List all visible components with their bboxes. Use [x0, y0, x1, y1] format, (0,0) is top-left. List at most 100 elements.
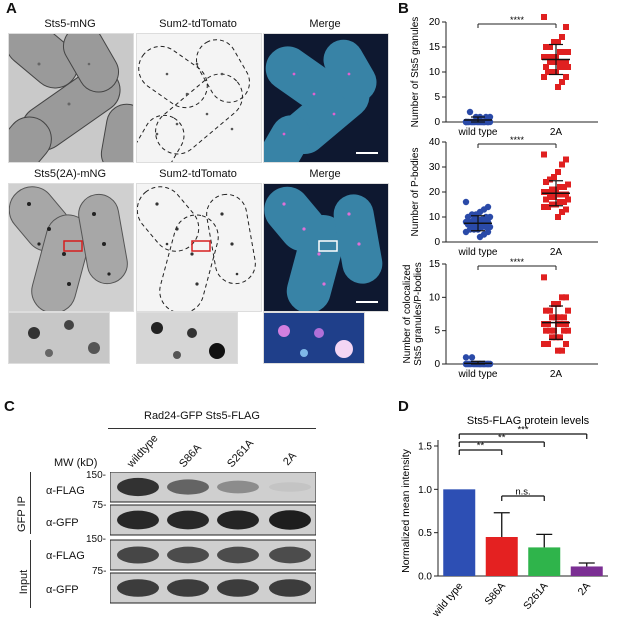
data-point	[551, 301, 557, 307]
blot-band	[167, 510, 209, 530]
data-point	[555, 191, 561, 198]
data-point	[545, 341, 551, 347]
x-tick-label: wild type	[458, 247, 498, 258]
blot-header: Rad24-GFP Sts5-FLAG	[144, 410, 260, 422]
data-point	[559, 321, 565, 327]
data-point	[541, 274, 547, 281]
x-tick-label: wild type	[429, 580, 465, 620]
chart-title: Sts5-FLAG protein levels	[467, 415, 590, 427]
y-tick-label: 1.0	[418, 485, 432, 496]
data-point	[555, 59, 561, 65]
panel-label-a: A	[6, 0, 17, 17]
section-bracket-input	[30, 540, 31, 608]
data-point	[462, 198, 470, 206]
data-point	[547, 44, 553, 50]
mic-title-merge: Merge	[309, 18, 341, 30]
panel-b-dotplots: 0 5 10 15 20 Number of Sts5 granules wild type…	[402, 14, 598, 380]
data-point	[547, 194, 553, 200]
micrograph-sts5-mng	[8, 33, 134, 163]
data-point	[555, 214, 561, 220]
blot-image	[110, 472, 316, 604]
antibody-row3: α-FLAG	[46, 550, 85, 562]
dotplot-1: 0 5 10 15 20 Number of Sts5 granules wild type…	[410, 14, 598, 138]
blot-band	[269, 546, 311, 564]
scale-bar	[356, 152, 378, 154]
blot-row-2	[110, 504, 316, 536]
y-axis-label: Normalized mean intensity	[400, 448, 412, 572]
mw-150-row1: 150-	[86, 470, 107, 481]
data-point	[561, 184, 567, 190]
comparison-label: **	[498, 433, 506, 444]
panel-label-b: B	[398, 0, 409, 17]
y-tick-label: 5	[434, 92, 440, 103]
data-point	[563, 74, 569, 80]
bar-2a	[570, 566, 603, 576]
data-point	[541, 321, 547, 327]
blot-row-4	[110, 572, 316, 604]
blot-band	[117, 579, 159, 597]
data-point	[557, 64, 563, 70]
data-point	[551, 194, 557, 200]
blot-band	[217, 480, 259, 494]
blot-band	[217, 510, 259, 530]
data-point	[559, 294, 565, 301]
data-point	[547, 307, 553, 314]
bar-s261a	[528, 547, 561, 576]
blot-band	[269, 579, 311, 597]
blot-band	[167, 579, 209, 597]
data-point	[555, 321, 561, 327]
data-point	[565, 327, 571, 334]
data-point	[541, 54, 547, 60]
data-point	[547, 176, 553, 183]
mic-title-sum2-row2: Sum2-tdTomato	[159, 168, 237, 180]
x-tick-label: S86A	[482, 580, 508, 607]
antibody-row1: α-FLAG	[46, 485, 85, 497]
data-point	[549, 54, 555, 60]
antibody-row2: α-GFP	[46, 517, 79, 529]
data-point	[543, 327, 549, 334]
data-point	[563, 206, 569, 213]
mic-title-sts5-2a: Sts5(2A)-mNG	[33, 168, 107, 180]
x-tick-label: 2A	[576, 580, 593, 598]
data-point	[543, 307, 549, 314]
data-point	[557, 184, 563, 190]
mw-75-row2: 75-	[92, 500, 107, 511]
micrograph-sum2-tdtomato	[136, 33, 262, 163]
data-point	[555, 39, 561, 45]
section-input: Input	[18, 569, 30, 595]
data-point	[557, 314, 563, 321]
data-point	[551, 174, 557, 180]
data-point	[549, 314, 555, 321]
panel-label-c: C	[4, 398, 15, 415]
x-tick-label: S261A	[521, 580, 550, 612]
data-point	[559, 191, 565, 198]
x-tick-label: 2A	[550, 127, 563, 138]
data-point	[561, 199, 567, 205]
y-tick-label: 10	[429, 212, 441, 223]
blot-band	[167, 546, 209, 564]
y-tick-label: 40	[429, 137, 441, 148]
y-tick-label: 10	[429, 67, 441, 78]
blot-band	[117, 510, 159, 530]
header-rule	[108, 428, 316, 429]
blot-band	[217, 546, 259, 564]
bar-wild-type	[443, 489, 476, 576]
mic-title-merge-row2: Merge	[309, 168, 341, 180]
y-tick-label: 20	[429, 187, 441, 198]
lane-label-s261a: S261A	[225, 437, 257, 470]
data-point	[555, 84, 561, 90]
data-point	[551, 59, 557, 65]
data-point	[561, 64, 567, 70]
y-tick-label: 10	[429, 292, 441, 303]
data-point	[462, 228, 470, 236]
y-tick-label: 0.0	[418, 572, 432, 583]
zoom-merge	[263, 312, 365, 364]
data-point	[565, 307, 571, 314]
data-point	[563, 59, 569, 65]
section-gfp-ip: GFP IP	[16, 496, 28, 532]
mw-label: MW (kD)	[54, 457, 98, 469]
data-point	[482, 113, 490, 121]
data-point	[466, 108, 474, 116]
scale-bar	[356, 301, 378, 303]
blot-band	[167, 479, 209, 495]
